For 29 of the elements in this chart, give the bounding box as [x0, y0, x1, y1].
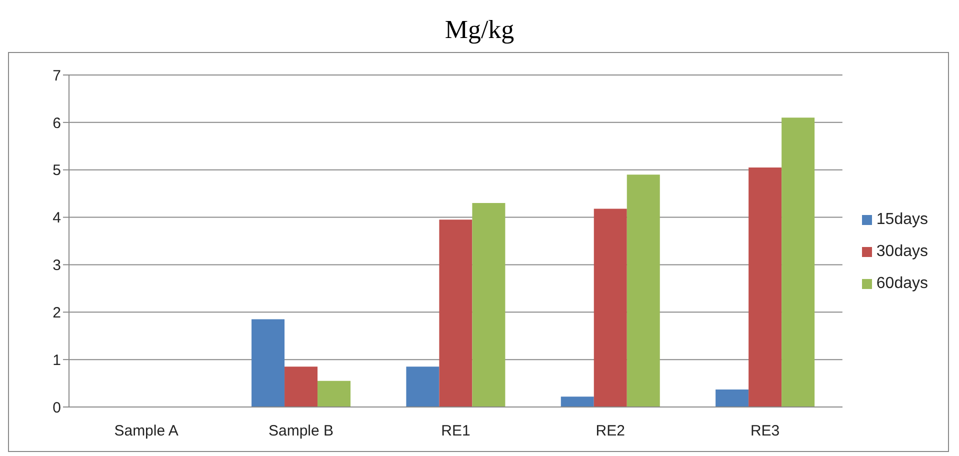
bar: [318, 380, 351, 407]
bar: [716, 389, 749, 407]
y-tick-label: 1: [52, 352, 61, 369]
bar: [439, 220, 472, 407]
legend-label: 60days: [876, 275, 928, 292]
x-tick-label: Sample A: [114, 422, 178, 440]
legend-label: 30days: [876, 243, 928, 260]
y-tick-label: 4: [52, 210, 61, 227]
y-tick-label: 7: [52, 67, 61, 84]
bar: [626, 174, 660, 407]
x-tick-label: RE3: [750, 422, 780, 440]
y-tick-label: 6: [52, 114, 61, 132]
bar: [284, 366, 318, 407]
chart-title: Mg/kg: [444, 14, 516, 46]
y-tick-label: 5: [52, 162, 61, 180]
bar: [406, 366, 440, 407]
bar: [560, 396, 594, 407]
x-tick-label: RE2: [596, 422, 625, 440]
y-tick-label: 3: [52, 257, 61, 274]
bar: [782, 118, 815, 407]
legend-label: 15days: [876, 211, 928, 228]
y-tick-label: 0: [52, 399, 61, 416]
bar: [252, 319, 285, 407]
bar: [594, 208, 627, 407]
bar: [472, 203, 506, 407]
x-tick-label: Sample B: [268, 422, 334, 440]
y-tick-label: 2: [52, 304, 61, 322]
bar: [748, 167, 782, 407]
x-tick-label: RE1: [441, 422, 470, 440]
